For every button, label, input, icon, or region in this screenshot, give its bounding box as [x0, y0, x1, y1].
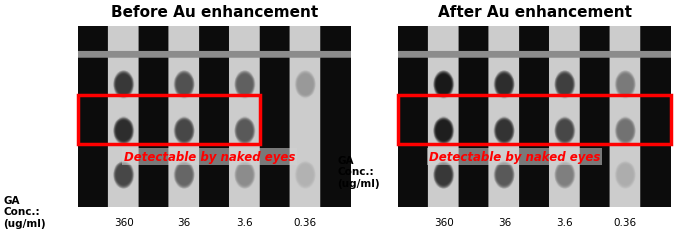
Bar: [398, 96, 671, 144]
Text: 360: 360: [114, 218, 133, 228]
Text: After Au enhancement: After Au enhancement: [438, 5, 631, 20]
Text: 3.6: 3.6: [556, 218, 573, 228]
Text: 3.6: 3.6: [236, 218, 253, 228]
Text: Detectable by naked eyes: Detectable by naked eyes: [124, 151, 295, 164]
Text: GA
Conc.:
(ug/ml): GA Conc.: (ug/ml): [337, 155, 380, 188]
Text: Before Au enhancement: Before Au enhancement: [111, 5, 318, 20]
Text: Detectable by naked eyes: Detectable by naked eyes: [428, 151, 600, 164]
Text: GA
Conc.:
(ug/ml): GA Conc.: (ug/ml): [3, 195, 46, 228]
Text: 360: 360: [434, 218, 454, 228]
Text: 36: 36: [178, 218, 191, 228]
Text: 0.36: 0.36: [614, 218, 637, 228]
Text: 36: 36: [498, 218, 511, 228]
Text: 0.36: 0.36: [294, 218, 317, 228]
Bar: [78, 96, 260, 144]
